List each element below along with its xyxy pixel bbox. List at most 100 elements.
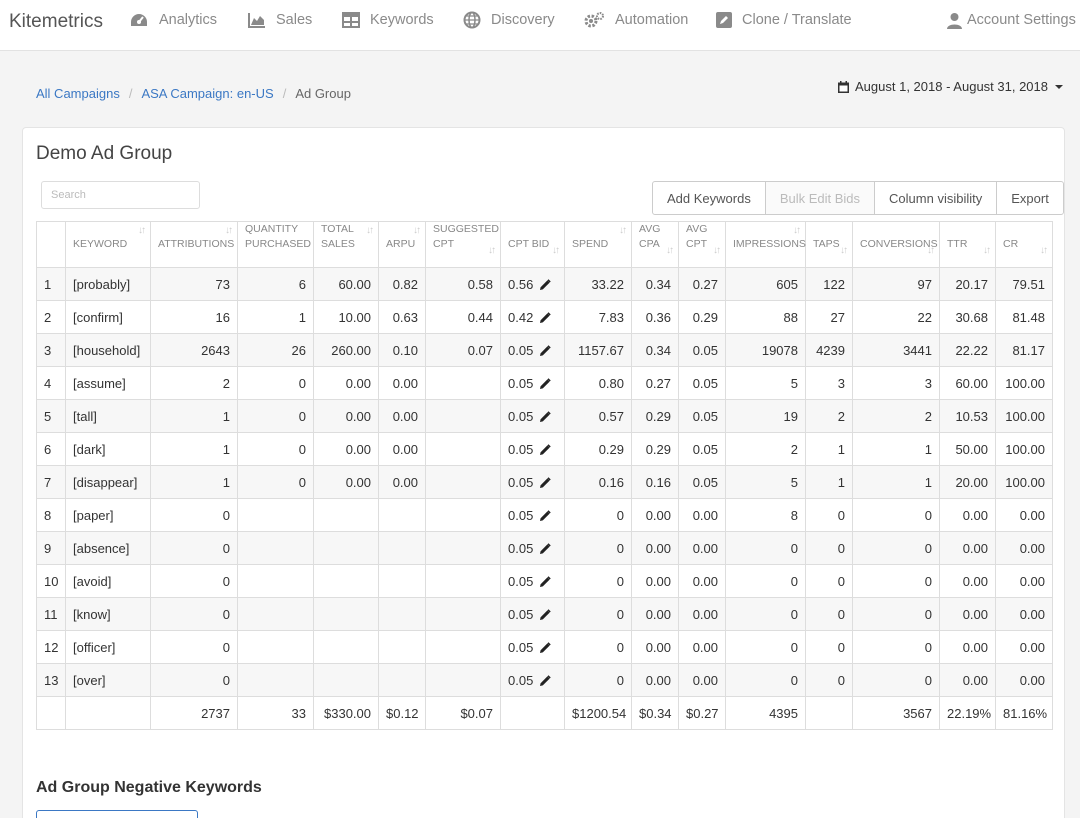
column-header-keyword[interactable]: Keyword ↓↑ (65, 221, 151, 268)
cell-cpt-bid[interactable]: 0.05 (500, 597, 565, 631)
nav-item-label: Analytics (159, 12, 218, 28)
table-row[interactable]: 12 [officer] 0 0.05 0 0.00 0.00 0 0 0 0.00 0.00 (36, 630, 1053, 664)
cell-value: 0 (222, 573, 230, 589)
column-header-taps[interactable]: Taps ↓↑ (805, 221, 853, 268)
table-row[interactable]: 9 [absence] 0 0.05 0 0.00 0.00 0 0 0 0.00 0.00 (36, 531, 1053, 565)
nav-item-sales[interactable]: Sales (248, 10, 312, 30)
pencil-edit-icon[interactable] (539, 608, 552, 621)
cell-cpt-bid[interactable]: 0.42 (500, 300, 565, 334)
negative-keywords-input[interactable] (36, 810, 198, 818)
table-row[interactable]: 3 [household] 2643 26 260.00 0.10 0.07 0.05 1157… (36, 333, 1053, 367)
column-header-attributions[interactable]: Attributions ↓↑ (150, 221, 238, 268)
add-keywords-button[interactable]: Add Keywords (652, 181, 766, 215)
cell-cpt-bid[interactable]: 0.05 (500, 531, 565, 565)
sort-icon: ↓↑ (225, 225, 233, 236)
brand-logo[interactable]: Kitemetrics (9, 11, 103, 32)
cell-cpt-bid[interactable]: 0.05 (500, 564, 565, 598)
cell-cpt-bid[interactable]: 0.05 (500, 333, 565, 367)
export-button[interactable]: Export (996, 181, 1064, 215)
table-row[interactable]: 11 [know] 0 0.05 0 0.00 0.00 0 0 0 0.00 0.00 (36, 597, 1053, 631)
table-row[interactable]: 10 [avoid] 0 0.05 0 0.00 0.00 0 0 0 0.00 0.00 (36, 564, 1053, 598)
cell-cpt-bid[interactable]: 0.05 (500, 630, 565, 664)
breadcrumb-campaign[interactable]: ASA Campaign: en-US (141, 86, 274, 101)
pencil-edit-icon[interactable] (539, 476, 552, 489)
nav-item-clone-translate[interactable]: Clone / Translate (716, 10, 852, 30)
account-settings-link[interactable]: Account Settings (947, 10, 1076, 30)
cell-value: 88 (783, 309, 798, 325)
table-row[interactable]: 5 [tall] 1 0 0.00 0.00 0.05 0.57 0.29 0.05 19 2 2 10.… (36, 399, 1053, 433)
nav-item-discovery[interactable]: Discovery (463, 10, 555, 30)
column-header-ttr[interactable]: TTR ↓↑ (939, 221, 996, 268)
cell-cpt-bid[interactable]: 0.56 (500, 267, 565, 301)
cell-value: 0.05 (508, 507, 534, 523)
column-header-cr[interactable]: CR ↓↑ (995, 221, 1053, 268)
cell-value: 0.00 (962, 606, 988, 622)
column-header-cpt-bid[interactable]: CPT Bid ↓↑ (500, 221, 565, 268)
pencil-edit-icon[interactable] (539, 674, 552, 687)
table-row[interactable]: 4 [assume] 2 0 0.00 0.00 0.05 0.80 0.27 0.05 5 3 3 60… (36, 366, 1053, 400)
column-header-suggested-cpt[interactable]: Suggested CPT ↓↑ (425, 221, 501, 268)
column-header-num[interactable] (36, 221, 66, 268)
nav-item-label: Clone / Translate (742, 12, 852, 28)
cell-cpt-bid[interactable]: 0.05 (500, 498, 565, 532)
table-row[interactable]: 13 [over] 0 0.05 0 0.00 0.00 0 0 0 0.00 0.00 (36, 663, 1053, 697)
cell-keyword: [disappear] (65, 465, 151, 499)
cell-cpt-bid[interactable]: 0.05 (500, 366, 565, 400)
table-row[interactable]: 2 [confirm] 16 1 10.00 0.63 0.44 0.42 7.83 0.36 0.… (36, 300, 1053, 334)
cell-avg-cpa: 0.00 (631, 597, 679, 631)
pencil-edit-icon[interactable] (539, 575, 552, 588)
column-header-arpu[interactable]: ARPU ↓↑ (378, 221, 426, 268)
table-row[interactable]: 7 [disappear] 1 0 0.00 0.00 0.05 0.16 0.16 0.05 5 1… (36, 465, 1053, 499)
table-row[interactable]: 6 [dark] 1 0 0.00 0.00 0.05 0.29 0.29 0.05 2 1 1 50.0… (36, 432, 1053, 466)
search-input[interactable] (41, 181, 200, 209)
column-header-conversions[interactable]: Conversions ↓↑ (852, 221, 940, 268)
cell-attributions: 0 (150, 531, 238, 565)
cell-value: 0 (837, 639, 845, 655)
column-header-spend[interactable]: Spend ↓↑ (564, 221, 632, 268)
column-header-quantity-purchased[interactable]: Quantity Purchased (237, 221, 314, 268)
cell-cpt-bid[interactable]: 0.05 (500, 465, 565, 499)
nav-item-analytics[interactable]: Analytics (129, 10, 217, 30)
cell-cpt-bid[interactable]: 0.05 (500, 663, 565, 697)
cell-num: 6 (36, 432, 66, 466)
table-row[interactable]: 1 [probably] 73 6 60.00 0.82 0.58 0.56 33.22 0.34… (36, 267, 1053, 301)
cell-spend: 0.80 (564, 366, 632, 400)
table-row[interactable]: 8 [paper] 0 0.05 0 0.00 0.00 8 0 0 0.00 0.00 (36, 498, 1053, 532)
pencil-edit-icon[interactable] (539, 641, 552, 654)
pencil-edit-icon[interactable] (539, 344, 552, 357)
nav-item-automation[interactable]: Automation (583, 10, 688, 30)
cell-value: 19 (783, 408, 798, 424)
pencil-edit-icon[interactable] (539, 509, 552, 522)
column-header-total-sales[interactable]: Total Sales ↓↑ (313, 221, 379, 268)
column-header-avg-cpa[interactable]: Avg CPA ↓↑ (631, 221, 679, 268)
cell-conversions: 2 (852, 399, 940, 433)
bulk-edit-bids-button[interactable]: Bulk Edit Bids (764, 181, 876, 215)
date-range-picker[interactable]: August 1, 2018 - August 31, 2018 (838, 79, 1063, 94)
column-header-avg-cpt[interactable]: Avg CPT ↓↑ (678, 221, 726, 268)
pencil-edit-icon[interactable] (539, 410, 552, 423)
cell-arpu (378, 531, 426, 565)
pencil-edit-icon[interactable] (539, 377, 552, 390)
column-visibility-button[interactable]: Column visibility (874, 181, 998, 215)
column-header-impressions[interactable]: Impressions ↓↑ (725, 221, 806, 268)
cell-arpu (378, 564, 426, 598)
cell-num: 7 (36, 465, 66, 499)
sort-icon: ↓↑ (983, 245, 991, 256)
nav-item-keywords[interactable]: Keywords (342, 10, 434, 30)
cell-value: 5 (790, 474, 798, 490)
cell-quantity: 0 (237, 432, 314, 466)
top-navbar: Kitemetrics Analytics Sales Keywords Dis… (0, 0, 1080, 51)
cell-value: 0.16 (645, 474, 671, 490)
pencil-edit-icon[interactable] (539, 443, 552, 456)
cell-value: 0.36 (645, 309, 671, 325)
breadcrumb-all-campaigns[interactable]: All Campaigns (36, 86, 120, 101)
cell-cpt-bid[interactable]: 0.05 (500, 399, 565, 433)
cell-suggested-cpt (425, 597, 501, 631)
pencil-edit-icon[interactable] (539, 542, 552, 555)
cell-value: 0 (616, 573, 624, 589)
cell-cpt-bid[interactable]: 0.05 (500, 432, 565, 466)
cell-value: 1 (924, 474, 932, 490)
page-title: Demo Ad Group (36, 143, 173, 164)
pencil-edit-icon[interactable] (539, 278, 552, 291)
pencil-edit-icon[interactable] (539, 311, 552, 324)
